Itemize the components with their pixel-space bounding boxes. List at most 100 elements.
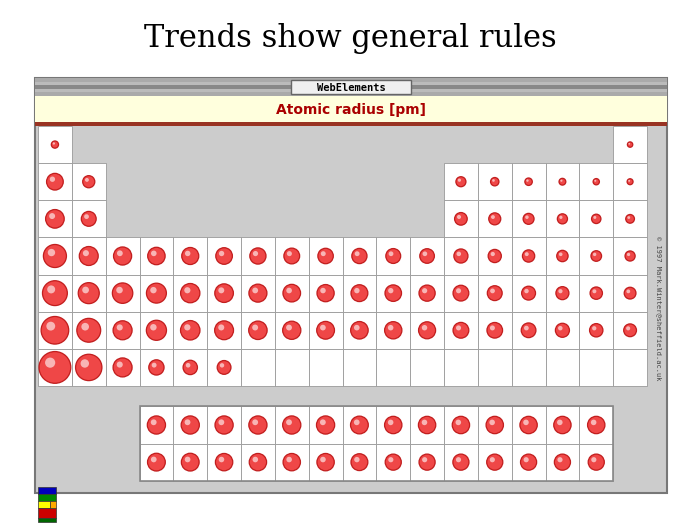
Circle shape (253, 251, 258, 256)
Circle shape (252, 324, 258, 330)
Bar (38, 126, 72, 163)
Circle shape (522, 323, 536, 338)
Bar (342, 237, 377, 275)
Circle shape (50, 176, 55, 182)
Bar (35, 92, 667, 96)
Circle shape (591, 419, 596, 425)
Circle shape (83, 250, 89, 256)
Circle shape (252, 288, 258, 293)
Circle shape (181, 321, 200, 340)
Circle shape (592, 457, 596, 463)
Circle shape (283, 454, 300, 471)
Circle shape (525, 178, 532, 185)
Bar (512, 237, 545, 275)
Circle shape (150, 324, 157, 330)
Bar (72, 237, 106, 275)
Bar (139, 275, 174, 312)
Circle shape (80, 359, 89, 368)
Bar (106, 312, 139, 349)
Circle shape (181, 284, 200, 303)
Circle shape (419, 416, 436, 434)
Bar (545, 237, 580, 275)
Circle shape (385, 454, 401, 470)
Circle shape (150, 419, 157, 425)
Circle shape (557, 419, 563, 425)
Circle shape (252, 419, 258, 425)
Circle shape (152, 363, 157, 368)
Circle shape (592, 326, 596, 330)
Bar (410, 237, 444, 275)
Bar (50, 501, 56, 508)
Bar (342, 312, 377, 349)
Circle shape (453, 285, 469, 301)
Circle shape (43, 245, 66, 268)
Bar (139, 406, 174, 444)
Circle shape (422, 457, 427, 463)
Circle shape (147, 416, 165, 434)
Bar (207, 349, 241, 386)
Bar (38, 237, 72, 275)
Bar (35, 85, 667, 89)
Circle shape (523, 213, 534, 224)
Circle shape (627, 253, 630, 256)
Bar (444, 406, 478, 444)
Bar (444, 312, 478, 349)
Bar (478, 200, 512, 237)
Bar (478, 275, 512, 312)
Circle shape (78, 282, 99, 303)
Circle shape (556, 287, 569, 300)
Bar (72, 312, 106, 349)
Circle shape (321, 251, 326, 256)
Circle shape (112, 283, 133, 303)
Circle shape (558, 326, 563, 330)
Circle shape (217, 361, 231, 374)
Bar (241, 275, 275, 312)
Bar (478, 312, 512, 349)
Bar (512, 163, 545, 200)
Bar (291, 80, 411, 94)
Circle shape (522, 250, 535, 262)
Bar (444, 163, 478, 200)
Bar (309, 237, 342, 275)
Circle shape (316, 321, 335, 339)
Bar (580, 444, 613, 481)
Bar (35, 81, 667, 85)
Circle shape (148, 453, 165, 471)
Bar (241, 444, 275, 481)
Bar (377, 275, 410, 312)
Circle shape (220, 363, 224, 367)
Circle shape (456, 177, 466, 187)
Circle shape (148, 247, 165, 265)
Circle shape (555, 323, 570, 338)
Circle shape (317, 285, 334, 302)
Circle shape (591, 250, 601, 261)
Circle shape (113, 247, 132, 265)
Bar (613, 237, 647, 275)
Circle shape (283, 321, 301, 339)
Bar (580, 275, 613, 312)
Bar (444, 349, 478, 386)
Bar (478, 444, 512, 481)
Circle shape (83, 176, 94, 188)
Circle shape (355, 251, 360, 256)
Circle shape (490, 289, 495, 293)
Bar (613, 200, 647, 237)
Bar (342, 349, 377, 386)
Circle shape (39, 352, 71, 383)
Circle shape (626, 327, 630, 330)
Bar (207, 237, 241, 275)
Bar (580, 349, 613, 386)
Circle shape (492, 179, 495, 182)
Circle shape (524, 289, 528, 293)
Bar (512, 406, 545, 444)
Circle shape (249, 454, 267, 471)
Circle shape (457, 215, 461, 219)
Circle shape (491, 215, 495, 219)
Circle shape (453, 454, 469, 470)
Circle shape (320, 288, 326, 293)
Circle shape (216, 248, 232, 264)
Bar (580, 163, 613, 200)
Bar (207, 444, 241, 481)
Bar (275, 275, 309, 312)
Circle shape (624, 287, 636, 299)
